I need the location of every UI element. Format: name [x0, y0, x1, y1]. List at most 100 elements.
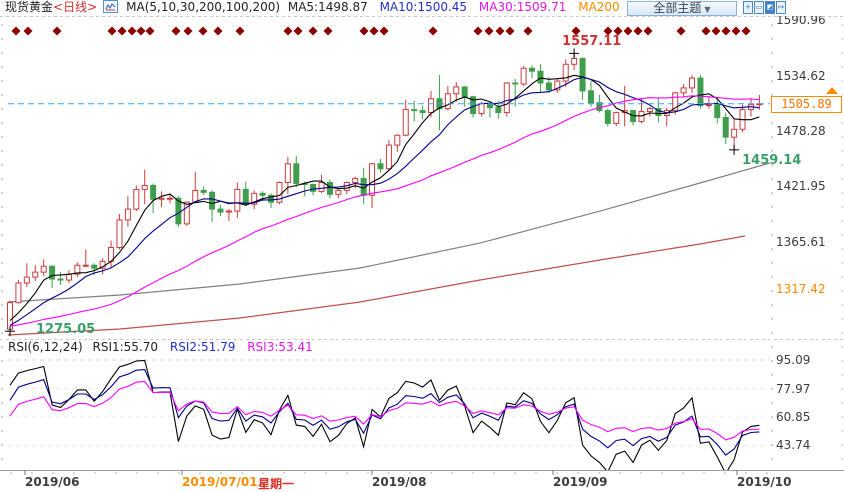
candle-body	[133, 188, 140, 210]
event-diamond[interactable]	[676, 26, 686, 36]
event-diamond[interactable]	[359, 26, 369, 36]
candle-body	[562, 63, 569, 82]
event-diamond[interactable]	[603, 26, 613, 36]
candle-body	[444, 93, 451, 110]
candle-body	[646, 108, 653, 113]
chart-style-icon[interactable]	[103, 0, 119, 13]
price-annotation: 1459.14	[742, 152, 802, 168]
rsi-axis-label: 77.97	[776, 381, 811, 396]
ma10-value-label: MA10:1500.45	[379, 0, 468, 14]
event-diamond[interactable]	[323, 26, 333, 36]
candle-body	[49, 265, 56, 280]
candle-body	[461, 86, 468, 98]
ma-params-label: MA(5,10,30,200,100,200)	[126, 0, 281, 14]
event-diamond[interactable]	[613, 26, 623, 36]
rsi-axis-label: 95.09	[776, 353, 811, 367]
event-diamond[interactable]	[721, 26, 731, 36]
event-diamond[interactable]	[711, 26, 721, 36]
event-diamond[interactable]	[117, 26, 127, 36]
x-axis-label: 2019/07/01	[182, 475, 258, 489]
event-diamond[interactable]	[428, 26, 438, 36]
event-diamond[interactable]	[473, 26, 483, 36]
event-diamond[interactable]	[741, 26, 751, 36]
rsi-header: RSI(6,12,24) RSI1:55.70 RSI2:51.79 RSI3:…	[8, 340, 313, 354]
event-diamond[interactable]	[495, 26, 505, 36]
event-diamond[interactable]	[11, 26, 21, 36]
candle-body	[587, 90, 594, 104]
event-diamond[interactable]	[308, 26, 318, 36]
crosshair-button[interactable]: +	[743, 1, 753, 14]
candle-body	[503, 82, 510, 114]
event-diamond[interactable]	[52, 26, 62, 36]
event-diamond[interactable]	[701, 26, 711, 36]
event-diamond[interactable]	[127, 26, 137, 36]
candle-body	[529, 67, 536, 72]
event-diamond[interactable]	[505, 26, 515, 36]
candle-body	[326, 182, 333, 195]
candle-body	[545, 82, 552, 91]
event-diamond[interactable]	[183, 26, 193, 36]
symbol-name: 现货黄金	[5, 0, 54, 14]
scale-button[interactable]: ◩	[765, 1, 775, 14]
x-axis-label: 2019/09	[553, 475, 608, 489]
rsi1-value-label: RSI1:55.70	[92, 340, 159, 354]
candle-body	[209, 191, 216, 210]
event-diamond[interactable]	[731, 26, 741, 36]
next-page-icon: ↦	[778, 3, 784, 11]
price-axis-label: 1421.95	[776, 179, 826, 194]
candle-body	[428, 98, 434, 114]
candle-body	[478, 103, 485, 115]
candle-body	[722, 116, 729, 138]
region-zoom-button[interactable]: ▭	[754, 1, 764, 14]
next-page-button[interactable]: ↦	[776, 1, 786, 14]
candle-body	[495, 107, 502, 114]
event-diamond[interactable]	[136, 26, 146, 36]
x-axis-label: 2019/06	[25, 475, 80, 489]
event-diamond[interactable]	[107, 26, 117, 36]
ma100-line	[7, 162, 770, 303]
event-diamond[interactable]	[623, 26, 633, 36]
rsi-axis-label: 60.85	[776, 410, 811, 424]
candle-body	[217, 208, 224, 213]
x-axis-label: 2019/08	[372, 475, 427, 489]
price-axis-label: 1365.61	[776, 234, 826, 249]
event-diamond[interactable]	[293, 26, 303, 36]
event-diamond[interactable]	[379, 26, 389, 36]
rsi1-line	[9, 359, 760, 470]
candle-body	[166, 197, 173, 200]
candle-body	[234, 188, 241, 212]
x-axis-label: 星期一	[258, 477, 295, 491]
event-diamond[interactable]	[145, 26, 155, 36]
event-diamond[interactable]	[571, 26, 581, 36]
event-diamond[interactable]	[633, 26, 643, 36]
event-diamond[interactable]	[213, 26, 223, 36]
theme-dropdown[interactable]: 全部主题 ▼	[627, 1, 737, 16]
candle-body	[268, 194, 275, 203]
event-diamond[interactable]	[171, 26, 181, 36]
candle-body	[116, 219, 123, 249]
candle-body	[385, 144, 392, 170]
event-diamond[interactable]	[198, 26, 208, 36]
candle-body	[419, 110, 426, 114]
event-diamond[interactable]	[235, 26, 245, 36]
candle-body	[537, 70, 544, 84]
candle-body	[680, 87, 687, 94]
candle-body	[369, 163, 376, 196]
event-diamond[interactable]	[283, 26, 293, 36]
event-diamond[interactable]	[523, 26, 533, 36]
candle-body	[453, 86, 460, 95]
candle-body	[251, 192, 258, 205]
event-diamond[interactable]	[484, 26, 494, 36]
candle-body	[124, 208, 131, 221]
rsi2-value-label: RSI2:51.79	[169, 340, 236, 354]
candle-body	[512, 82, 519, 85]
event-diamond[interactable]	[643, 26, 653, 36]
candle-body	[705, 104, 712, 107]
event-diamond[interactable]	[23, 26, 33, 36]
event-diamond[interactable]	[369, 26, 379, 36]
price-annotation: 1557.11	[562, 34, 622, 50]
price-up-arrow-icon	[826, 86, 838, 94]
candle-body	[74, 264, 81, 275]
